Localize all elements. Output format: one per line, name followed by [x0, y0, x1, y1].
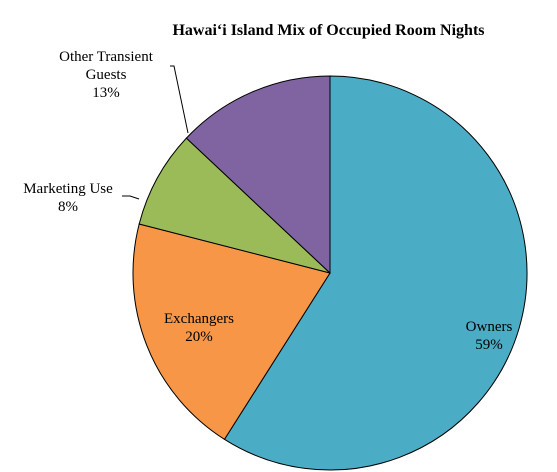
value-label: 8% [58, 199, 78, 215]
pie-slice [138, 137, 331, 274]
pie-slice [132, 223, 331, 441]
slice-label: Exchangers 20% [144, 310, 254, 346]
value-label: 13% [92, 85, 120, 101]
category-label: Other Transient Guests [59, 49, 153, 83]
chart-title: Hawai‘i Island Mix of Occupied Room Nigh… [172, 22, 485, 39]
category-label: Owners [465, 319, 513, 335]
leader-line [122, 195, 140, 200]
pie-slice [223, 75, 528, 471]
category-label: Marketing Use [23, 181, 113, 197]
pie-slice [185, 75, 331, 275]
slice-label: Other Transient Guests 13% [46, 48, 166, 102]
value-label: 20% [185, 329, 213, 345]
slice-label: Marketing Use 8% [0, 180, 136, 216]
value-label: 59% [475, 337, 503, 353]
category-label: Exchangers [164, 311, 234, 327]
slice-label: Owners 59% [439, 318, 539, 354]
leader-line [170, 65, 189, 134]
